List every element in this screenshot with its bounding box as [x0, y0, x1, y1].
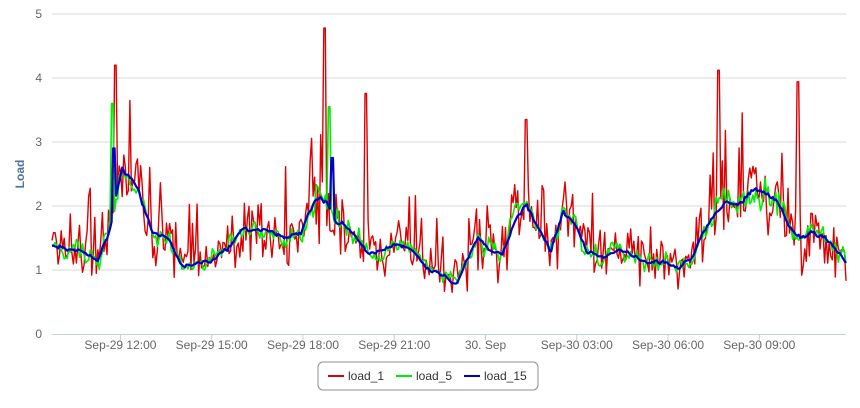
y-axis-title: Load [13, 160, 27, 189]
x-tick-label: Sep-29 15:00 [176, 338, 248, 352]
x-tick-label: Sep-30 06:00 [632, 338, 704, 352]
legend-box [317, 361, 539, 391]
y-tick-label-4: 4 [35, 71, 42, 85]
legend-item-load_5[interactable]: load_5 [396, 369, 452, 383]
x-tick-label: 30. Sep [465, 338, 507, 352]
legend-label-load_5: load_5 [416, 369, 452, 383]
series-line-load_15 [51, 147, 847, 285]
legend-item-load_15[interactable]: load_15 [464, 369, 527, 383]
x-tick-label: Sep-29 21:00 [358, 338, 430, 352]
x-tick-label: Sep-29 12:00 [84, 338, 156, 352]
legend-label-load_15: load_15 [484, 369, 527, 383]
x-tick-label: Sep-30 09:00 [723, 338, 795, 352]
legend-item-load_1[interactable]: load_1 [328, 369, 384, 383]
y-tick-label-5: 5 [35, 7, 42, 21]
legend[interactable]: load_1 load_5 load_15 [317, 361, 539, 391]
x-tick-labels: Sep-29 12:00 Sep-29 15:00 Sep-29 18:00 Sep-… [84, 338, 795, 352]
x-tick-label: Sep-29 18:00 [267, 338, 339, 352]
y-tick-label-0: 0 [35, 327, 42, 341]
y-tick-labels: 0 1 2 3 4 5 [35, 7, 42, 341]
series-layer [51, 27, 847, 293]
x-tick-label: Sep-30 03:00 [541, 338, 613, 352]
y-tick-label-3: 3 [35, 135, 42, 149]
y-tick-label-2: 2 [35, 199, 42, 213]
series-line-load_1 [51, 27, 847, 293]
legend-label-load_1: load_1 [348, 369, 384, 383]
x-ticks [119, 334, 760, 340]
y-tick-label-1: 1 [35, 263, 42, 277]
